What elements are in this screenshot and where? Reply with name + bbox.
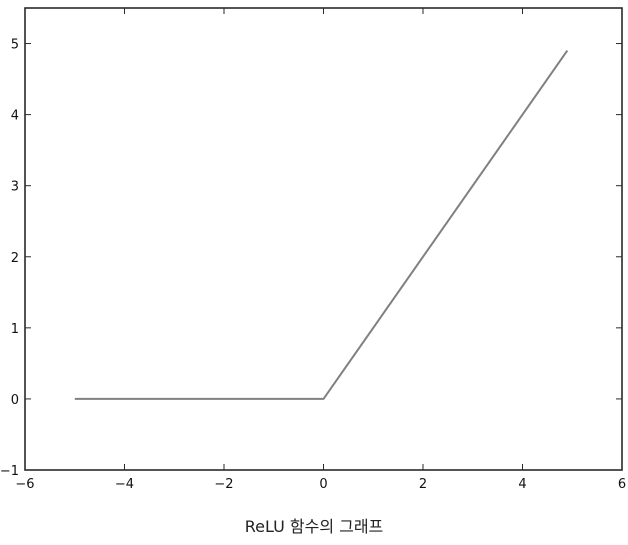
series-group — [74, 50, 569, 400]
y-tick-label: 5 — [11, 38, 19, 53]
plot-frame — [24, 7, 623, 471]
x-tick-label: −4 — [115, 477, 134, 492]
x-tick-label: 0 — [319, 477, 327, 492]
y-tick-label: 4 — [11, 109, 19, 124]
x-tick-label: −6 — [15, 477, 34, 492]
figure-caption: ReLU 함수의 그래프 — [244, 517, 384, 536]
y-tick-label: 1 — [11, 322, 19, 337]
x-tick-label: 4 — [518, 477, 526, 492]
relu-line — [74, 50, 569, 400]
x-tick-label: −2 — [214, 477, 233, 492]
x-tick-label: 6 — [618, 477, 626, 492]
y-tick-label: −1 — [0, 464, 19, 479]
y-tick-label: 3 — [11, 180, 19, 195]
x-tick-label: 2 — [419, 477, 427, 492]
y-tick-label: 2 — [11, 251, 19, 266]
axis-ticks: −6 −4 −2 0 2 4 6 −1 0 1 2 3 4 5 — [0, 8, 626, 492]
y-tick-label: 0 — [11, 393, 19, 408]
